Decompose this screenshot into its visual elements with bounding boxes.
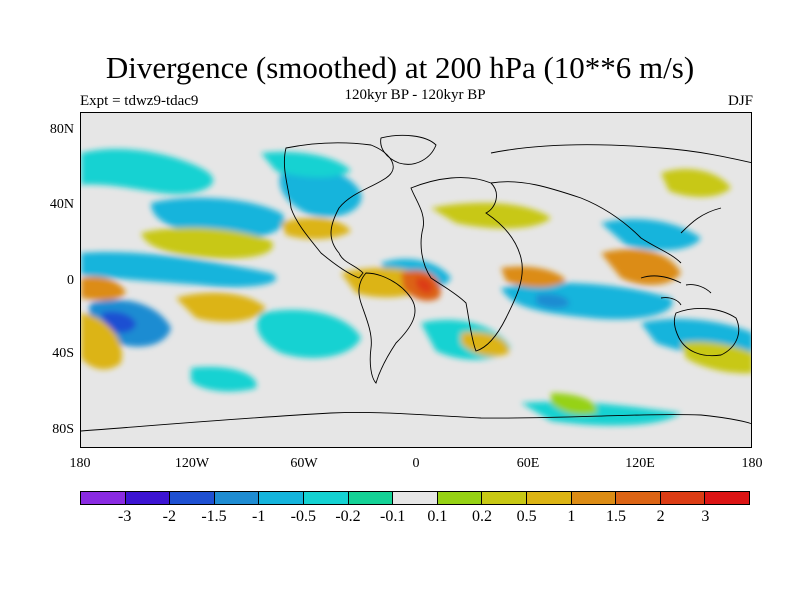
- legend-swatch: [571, 492, 617, 504]
- field-region: [141, 227, 273, 259]
- lat-label: 80S: [52, 422, 74, 437]
- legend-swatch: [437, 492, 483, 504]
- legend-label: -1.5: [201, 508, 227, 525]
- legend-label: -2: [162, 508, 176, 525]
- lat-label: 40N: [49, 197, 74, 212]
- field-region: [81, 313, 122, 370]
- legend-swatch: [214, 492, 260, 504]
- map-panel: [80, 112, 752, 448]
- lon-label: 0: [412, 456, 420, 471]
- lon-label: 180: [741, 456, 763, 471]
- experiment-label: Expt = tdwz9-tdac9: [80, 93, 199, 109]
- field-region: [431, 202, 551, 229]
- lon-label: 180: [69, 456, 91, 471]
- coastline: [81, 412, 751, 432]
- coastlines: [81, 134, 751, 432]
- coastline: [410, 177, 523, 352]
- field-region: [81, 148, 214, 194]
- legend-swatch: [705, 492, 749, 504]
- legend-label: 0.1: [427, 508, 448, 525]
- legend-label: 0.5: [516, 508, 537, 525]
- legend-label: -3: [117, 508, 132, 525]
- coastline: [380, 134, 437, 165]
- coastline: [358, 272, 416, 384]
- lon-label: 120E: [625, 456, 655, 471]
- field-region: [536, 293, 570, 309]
- coastline: [640, 275, 712, 306]
- legend-swatch: [170, 492, 215, 504]
- legend-label: 1: [567, 508, 576, 525]
- field-region: [257, 309, 361, 358]
- legend-swatch: [348, 492, 394, 504]
- lon-label: 60W: [290, 456, 318, 471]
- legend-swatch: [81, 492, 126, 504]
- season-label: DJF: [727, 93, 753, 109]
- field-region: [81, 252, 277, 288]
- legend-label: 2: [656, 508, 665, 525]
- field-region: [661, 168, 731, 197]
- field-region: [501, 282, 673, 320]
- map-title: Divergence (smoothed) at 200 hPa (10**6 …: [105, 50, 695, 85]
- coastline: [490, 144, 751, 264]
- color-legend-labels: -3 -2 -1.5 -1 -0.5 -0.2 -0.1 0.1 0.2 0.5 1 1.5 2 3: [80, 508, 750, 528]
- legend-label: -0.5: [290, 508, 316, 525]
- legend-swatch: [660, 492, 706, 504]
- coastline: [673, 308, 740, 357]
- lat-label: 0: [67, 273, 74, 288]
- field-region: [551, 393, 597, 415]
- map-subtitle: 120kyr BP - 120kyr BP: [344, 87, 486, 103]
- legend-swatch: [259, 492, 304, 504]
- legend-label: -0.2: [335, 508, 361, 525]
- legend-swatch: [393, 492, 438, 504]
- legend-swatch: [616, 492, 661, 504]
- legend-label: 0.2: [472, 508, 492, 525]
- field-region: [601, 218, 701, 251]
- field-region: [416, 277, 433, 294]
- legend-swatch: [303, 492, 349, 504]
- field-region: [261, 151, 351, 178]
- lat-label: 80N: [49, 122, 74, 137]
- legend-swatch: [125, 492, 171, 504]
- field-region: [461, 331, 510, 357]
- color-legend-bar: [80, 491, 750, 505]
- field-region: [176, 292, 266, 322]
- legend-label: -0.1: [379, 508, 406, 525]
- legend-swatch: [526, 492, 572, 504]
- lon-label: 60E: [516, 456, 540, 471]
- divergence-map: [81, 113, 751, 447]
- coastline: [283, 142, 394, 279]
- lon-label: 120W: [174, 456, 210, 471]
- legend-swatch: [482, 492, 527, 504]
- lat-label: 40S: [52, 346, 74, 361]
- field-region: [681, 341, 751, 374]
- field-region: [191, 366, 257, 392]
- legend-label: 3: [701, 508, 710, 525]
- field-region: [501, 266, 566, 288]
- field-region: [81, 276, 126, 301]
- field-region: [279, 169, 362, 217]
- legend-label: 1.5: [606, 508, 626, 525]
- legend-label: -1: [251, 508, 266, 525]
